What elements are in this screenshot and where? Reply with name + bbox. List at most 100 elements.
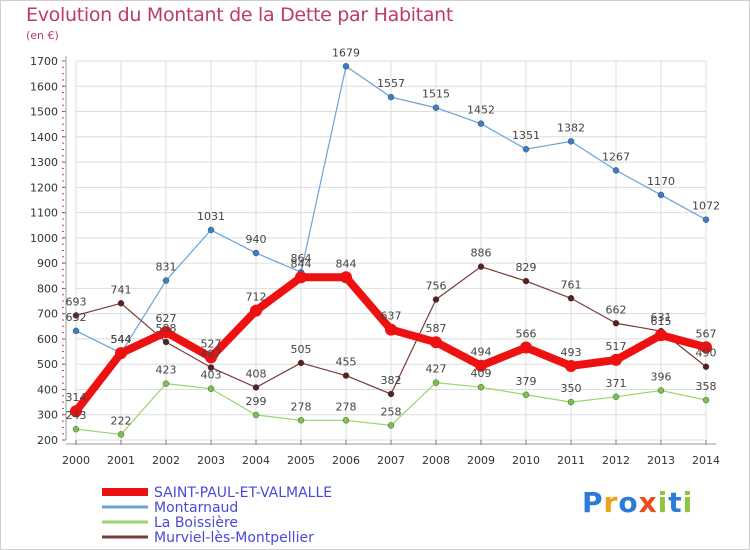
data-label: 712 bbox=[246, 291, 267, 304]
data-point bbox=[567, 295, 575, 302]
data-point bbox=[250, 304, 262, 317]
data-label: 756 bbox=[426, 280, 447, 293]
data-point bbox=[160, 326, 172, 339]
data-point bbox=[477, 263, 485, 270]
chart-title: Evolution du Montant de la Dette par Hab… bbox=[26, 4, 454, 26]
data-label: 615 bbox=[651, 315, 672, 328]
data-label: 831 bbox=[156, 261, 177, 274]
data-label: 427 bbox=[426, 363, 447, 376]
data-point bbox=[475, 359, 487, 372]
data-point bbox=[702, 216, 710, 223]
x-tick-label: 2013 bbox=[647, 454, 675, 467]
y-tick-label: 800 bbox=[37, 282, 58, 295]
data-label: 886 bbox=[471, 247, 492, 260]
data-point bbox=[162, 338, 170, 346]
x-tick-label: 2009 bbox=[467, 454, 495, 467]
data-point bbox=[432, 296, 440, 303]
y-tick-label: 1000 bbox=[30, 232, 58, 245]
data-point bbox=[567, 398, 575, 406]
x-tick-label: 2006 bbox=[332, 454, 360, 467]
data-label: 761 bbox=[561, 278, 582, 291]
data-label: 662 bbox=[606, 303, 627, 316]
y-tick-label: 600 bbox=[37, 333, 58, 346]
data-point bbox=[657, 191, 665, 199]
brand-letter: o bbox=[618, 486, 639, 519]
data-label: 278 bbox=[336, 400, 357, 413]
data-label: 258 bbox=[381, 405, 402, 418]
data-point bbox=[387, 93, 395, 101]
data-label: 940 bbox=[246, 233, 267, 246]
y-tick-label: 1400 bbox=[30, 131, 58, 144]
data-point bbox=[565, 359, 577, 372]
data-label: 490 bbox=[696, 347, 717, 360]
data-point bbox=[297, 359, 305, 367]
data-label: 567 bbox=[696, 327, 717, 340]
brand-letter: x bbox=[638, 486, 658, 519]
data-point bbox=[117, 300, 125, 307]
data-label: 1031 bbox=[197, 210, 225, 223]
data-label: 423 bbox=[156, 364, 177, 377]
data-label: 350 bbox=[561, 382, 582, 395]
data-point bbox=[610, 353, 622, 366]
data-label: 1267 bbox=[602, 150, 630, 163]
data-point bbox=[297, 417, 305, 424]
data-point bbox=[612, 320, 620, 327]
data-point bbox=[657, 387, 665, 394]
data-label: 409 bbox=[471, 367, 492, 380]
data-label: 1557 bbox=[377, 77, 405, 90]
data-point bbox=[385, 323, 397, 336]
data-label: 566 bbox=[516, 328, 537, 341]
data-label: 1170 bbox=[647, 175, 675, 188]
data-label: 627 bbox=[156, 312, 177, 325]
data-label: 299 bbox=[246, 395, 267, 408]
y-tick-label: 900 bbox=[37, 257, 58, 270]
y-tick-label: 300 bbox=[37, 409, 58, 422]
data-label: 588 bbox=[156, 322, 177, 335]
brand-letter: i bbox=[657, 486, 669, 519]
data-point bbox=[342, 417, 350, 424]
x-tick-label: 2002 bbox=[152, 454, 180, 467]
data-label: 222 bbox=[111, 414, 132, 427]
data-label: 408 bbox=[246, 367, 267, 380]
data-point bbox=[162, 380, 170, 387]
data-label: 741 bbox=[111, 283, 132, 296]
data-label: 1382 bbox=[557, 121, 585, 134]
data-point bbox=[522, 391, 530, 398]
data-label: 1679 bbox=[332, 46, 360, 59]
data-point bbox=[477, 120, 485, 127]
data-point bbox=[387, 390, 395, 398]
brand-logo: Proxiti bbox=[582, 486, 693, 519]
x-tick-label: 2008 bbox=[422, 454, 450, 467]
data-point bbox=[700, 341, 712, 354]
data-point bbox=[252, 249, 260, 257]
data-point bbox=[207, 385, 215, 392]
data-point bbox=[567, 138, 575, 145]
y-tick-label: 400 bbox=[37, 383, 58, 396]
data-point bbox=[252, 384, 260, 391]
data-point bbox=[342, 63, 350, 70]
data-label: 637 bbox=[381, 310, 402, 323]
data-point bbox=[72, 327, 80, 335]
y-tick-label: 1100 bbox=[30, 207, 58, 220]
data-point bbox=[702, 396, 710, 404]
data-label: 844 bbox=[336, 257, 357, 270]
data-point bbox=[207, 364, 215, 371]
y-tick-label: 200 bbox=[37, 434, 58, 447]
data-point bbox=[252, 411, 260, 419]
data-label: 379 bbox=[516, 375, 537, 388]
data-label: 487 bbox=[201, 347, 222, 360]
data-point bbox=[432, 104, 440, 111]
brand-letter: P bbox=[582, 486, 604, 519]
data-label: 403 bbox=[201, 369, 222, 382]
data-label: 358 bbox=[696, 380, 717, 393]
data-label: 382 bbox=[381, 374, 402, 387]
data-label: 1072 bbox=[692, 200, 720, 213]
x-tick-label: 2014 bbox=[692, 454, 720, 467]
data-point bbox=[117, 431, 125, 438]
brand-letter: t bbox=[668, 486, 683, 519]
data-point bbox=[612, 167, 620, 174]
data-label: 829 bbox=[516, 261, 537, 274]
data-point bbox=[205, 351, 217, 364]
